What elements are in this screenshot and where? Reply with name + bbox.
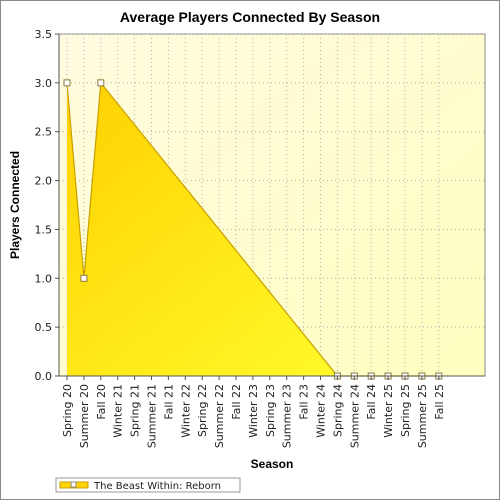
x-tick-label: Spring 24 [331, 384, 344, 437]
x-tick-label: Winter 22 [179, 384, 192, 438]
x-axis-title: Season [251, 457, 294, 471]
y-tick-label: 2.5 [35, 126, 53, 139]
plot-area: 0.0 0.5 1.0 1.5 2.0 2.5 3.0 3.5 Spring 20 Summer … [35, 28, 486, 448]
y-tick-label: 0.5 [35, 321, 53, 334]
x-tick-label: Spring 21 [129, 384, 142, 437]
legend-marker [70, 481, 77, 488]
x-tick-label: Fall 20 [95, 384, 108, 420]
y-tick-label: 3.0 [35, 77, 53, 90]
x-tick-label: Summer 24 [348, 384, 361, 448]
x-tick-label: Spring 20 [61, 384, 74, 437]
legend: The Beast Within: Reborn [55, 477, 241, 493]
x-tick-label: Summer 23 [281, 384, 294, 448]
x-tick-label: Fall 23 [298, 384, 311, 420]
y-tick-label: 1.0 [35, 272, 53, 285]
x-tick-label: Winter 25 [382, 384, 395, 438]
x-tick-label: Summer 20 [78, 384, 91, 448]
y-tick-label: 0.0 [35, 370, 53, 383]
legend-box [55, 477, 241, 493]
y-axis-title: Players Connected [8, 151, 22, 259]
x-tick-label: Fall 21 [162, 384, 175, 420]
x-tick-label: Summer 25 [416, 384, 429, 448]
data-point [63, 79, 71, 87]
x-tick-label: Summer 21 [146, 384, 159, 448]
x-tick-label: Spring 23 [264, 384, 277, 437]
y-tick-label: 1.5 [35, 223, 53, 236]
x-tick-label: Winter 23 [247, 384, 260, 438]
x-tick-label: Fall 22 [230, 384, 243, 420]
x-tick-label: Fall 24 [365, 384, 378, 420]
x-tick-label: Spring 25 [399, 384, 412, 437]
x-tick-label: Fall 25 [433, 384, 446, 420]
data-point [97, 79, 105, 87]
x-tick-label: Winter 21 [112, 384, 125, 438]
legend-label: The Beast Within: Reborn [93, 481, 221, 492]
data-point [80, 274, 88, 282]
x-tick-label: Spring 22 [196, 384, 209, 437]
x-tick-label: Summer 22 [213, 384, 226, 448]
y-tick-label: 2.0 [35, 175, 53, 188]
y-tick-label: 3.5 [35, 28, 53, 41]
x-tick-label: Winter 24 [315, 384, 328, 438]
chart-title: Average Players Connected By Season [120, 9, 380, 25]
